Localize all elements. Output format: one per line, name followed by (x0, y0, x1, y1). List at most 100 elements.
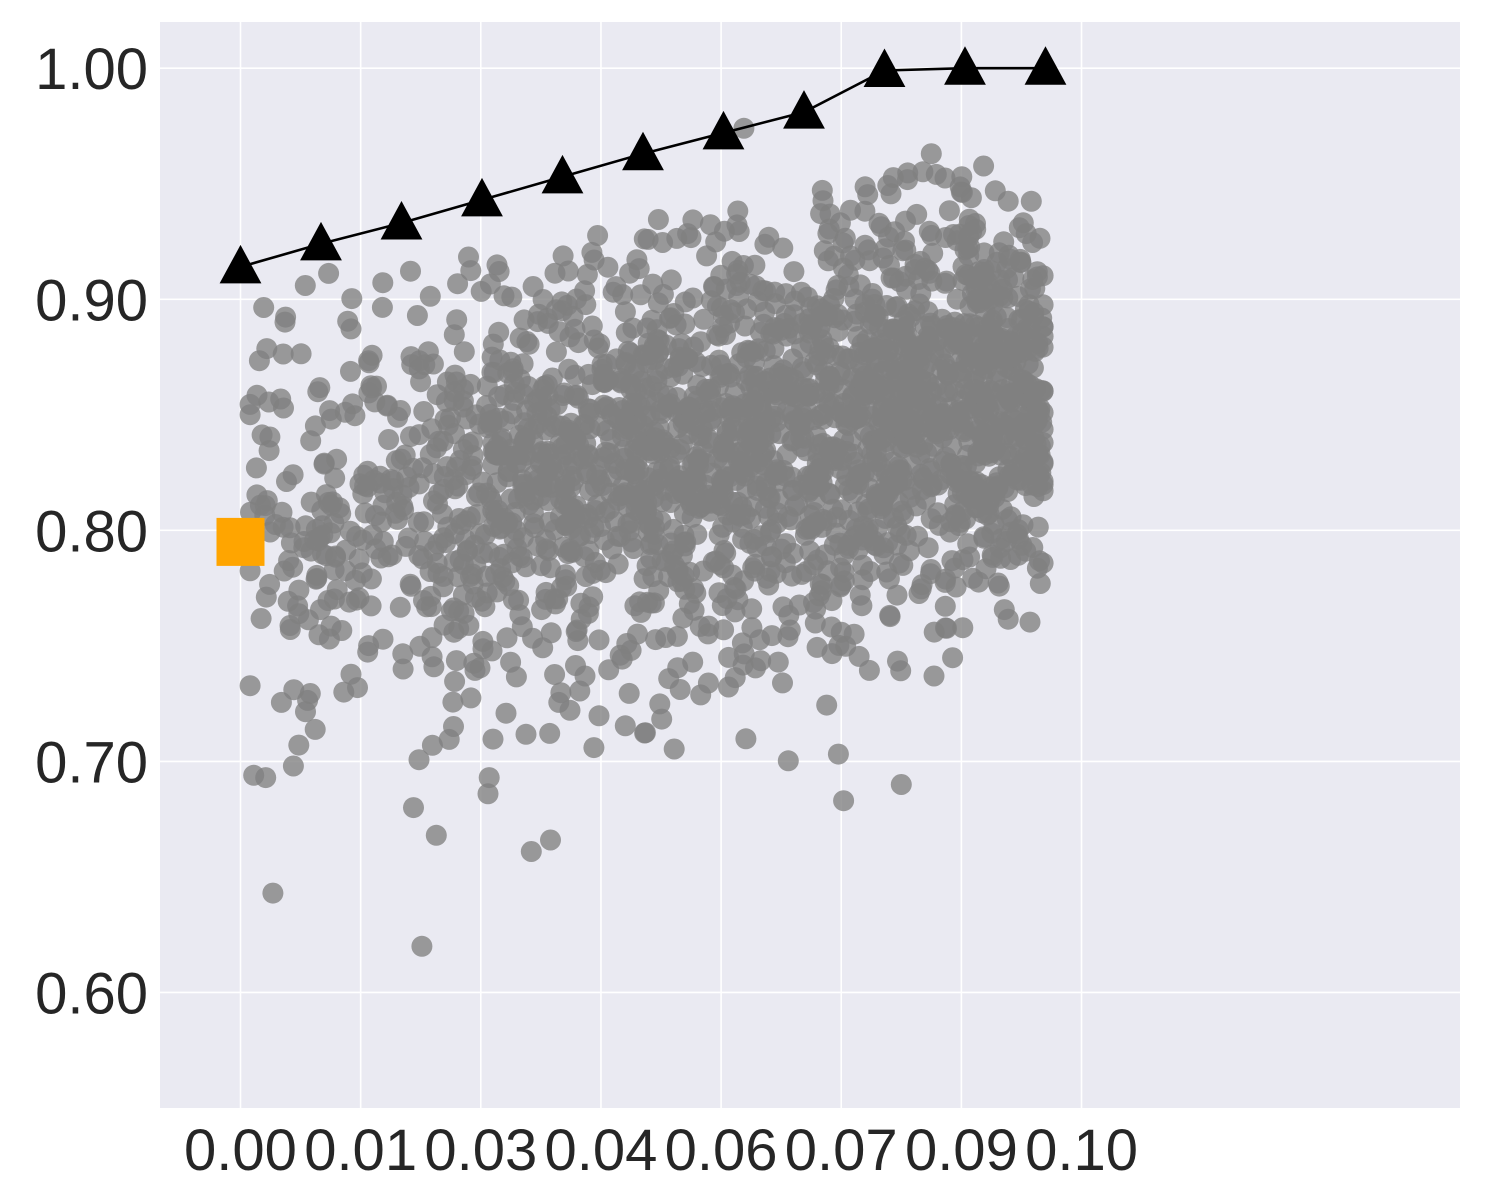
cloud-point (856, 369, 878, 391)
cloud-point (727, 200, 749, 222)
cloud-point (708, 375, 729, 397)
cloud-point (400, 260, 421, 282)
cloud-point (513, 412, 535, 434)
cloud-point (565, 495, 587, 517)
cloud-point (239, 675, 261, 697)
cloud-point (372, 272, 394, 294)
cloud-point (629, 396, 651, 418)
cloud-point (518, 333, 540, 355)
cloud-point (934, 167, 956, 189)
cloud-point (239, 393, 261, 415)
cloud-point (997, 287, 1019, 309)
cloud-point (815, 391, 837, 413)
cloud-point (259, 573, 281, 595)
cloud-point (699, 410, 721, 432)
cloud-point (282, 464, 304, 486)
cloud-point (955, 399, 977, 420)
baseline-square (216, 517, 265, 566)
cloud-point (686, 523, 708, 545)
cloud-point (1020, 190, 1042, 212)
cloud-point (295, 701, 316, 723)
cloud-point (998, 244, 1020, 266)
cloud-point (922, 404, 944, 426)
cloud-point (574, 665, 596, 687)
cloud-point (530, 450, 552, 472)
cloud-outlier-point (890, 774, 912, 795)
cloud-point (888, 552, 910, 574)
y-tick-label: 0.90 (35, 268, 148, 333)
frontier-triangle (541, 154, 584, 194)
cloud-point (574, 280, 596, 302)
cloud-point (512, 475, 534, 497)
cloud-point (544, 519, 566, 541)
cloud-outlier-point (477, 783, 499, 805)
cloud-point (583, 737, 605, 759)
cloud-point (385, 450, 407, 472)
cloud-point (848, 645, 870, 667)
cloud-point (596, 420, 618, 442)
cloud-point (685, 582, 707, 604)
cloud-point (833, 257, 854, 279)
cloud-point (588, 705, 610, 727)
cloud-point (623, 538, 645, 559)
cloud-point (990, 393, 1012, 415)
cloud-point (783, 304, 805, 326)
cloud-point (392, 658, 414, 680)
cloud-point (967, 441, 989, 463)
cloud-point (390, 400, 411, 421)
cloud-point (313, 453, 335, 475)
cloud-point (799, 322, 820, 344)
cloud-point (891, 419, 913, 441)
cloud-point (851, 595, 873, 617)
cloud-point (973, 155, 995, 177)
cloud-point (944, 380, 965, 402)
cloud-point (419, 561, 441, 582)
cloud-point (879, 604, 901, 626)
cloud-point (842, 528, 864, 550)
cloud-point (909, 444, 931, 466)
cloud-point (962, 567, 984, 589)
cloud-point (504, 501, 526, 523)
cloud-point (341, 288, 363, 310)
cloud-point (896, 324, 918, 346)
cloud-point (378, 429, 400, 450)
cloud-point (453, 341, 475, 363)
x-tick-label: 0.07 (785, 1118, 898, 1183)
cloud-point (923, 621, 945, 643)
cloud-point (445, 650, 467, 672)
cloud-point (643, 592, 665, 614)
cloud-point (935, 227, 957, 248)
cloud-point (811, 179, 833, 201)
cloud-point (807, 443, 829, 465)
cloud-point (905, 495, 927, 517)
cloud-point (767, 651, 789, 673)
cloud-point (812, 408, 834, 430)
cloud-point (443, 324, 465, 346)
cloud-point (710, 264, 732, 286)
cloud-point (420, 596, 442, 618)
cloud-point (407, 511, 429, 533)
cloud-point (460, 260, 482, 282)
cloud-outlier-point (520, 841, 542, 862)
cloud-point (578, 363, 599, 385)
cloud-point (760, 367, 781, 389)
cloud-point (315, 484, 337, 506)
cloud-point (729, 505, 751, 527)
cloud-outlier-point (920, 143, 942, 165)
cloud-point (815, 369, 837, 391)
cloud-point (739, 532, 761, 554)
cloud-point (991, 347, 1012, 369)
cloud-point (821, 590, 843, 612)
cloud-point (741, 617, 763, 639)
cloud-point (890, 436, 911, 457)
cloud-point (973, 265, 995, 287)
cloud-point (991, 329, 1013, 351)
cloud-point (304, 718, 326, 740)
cloud-point (811, 516, 833, 538)
cloud-point (548, 691, 570, 713)
cloud-point (455, 464, 476, 486)
cloud-point (699, 214, 721, 236)
cloud-point (614, 301, 636, 323)
cloud-point (306, 567, 328, 589)
cloud-point (861, 288, 883, 310)
